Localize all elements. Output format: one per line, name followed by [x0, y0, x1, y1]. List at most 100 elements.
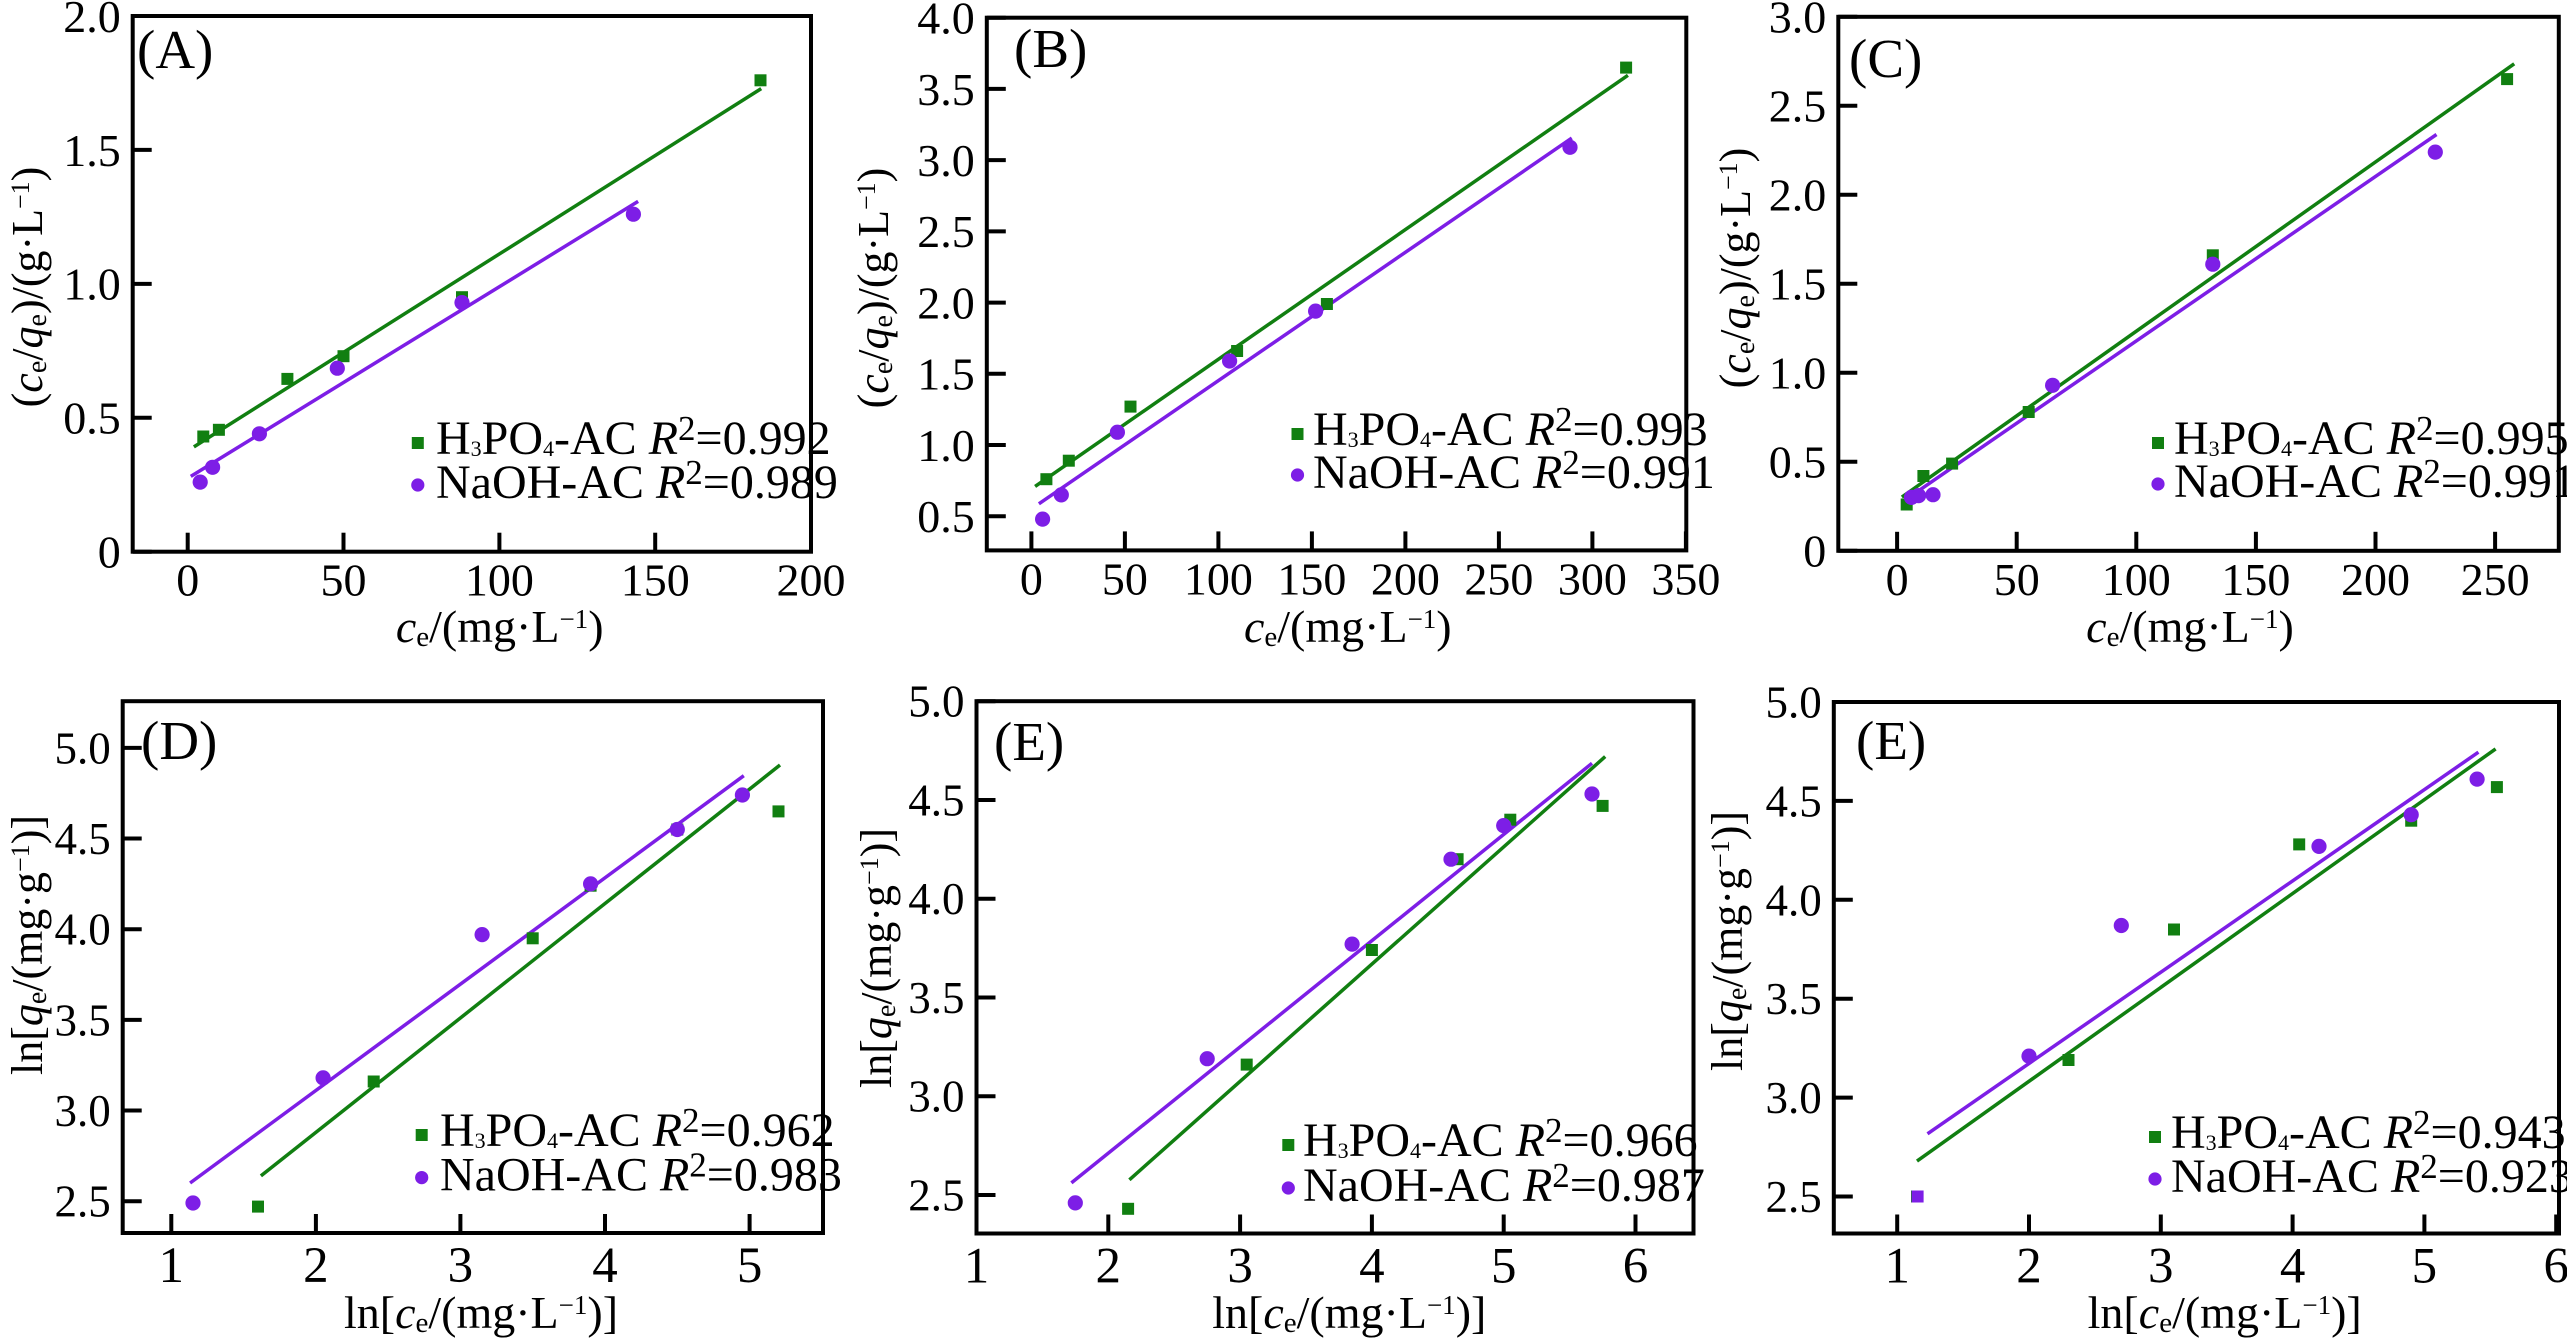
svg-text:(D): (D)	[141, 710, 217, 771]
svg-text:5: 5	[737, 1238, 763, 1294]
svg-text:3.0: 3.0	[1766, 1073, 1822, 1123]
svg-text:1: 1	[964, 1239, 990, 1295]
svg-text:H3PO4-AC R2=0.962: H3PO4-AC R2=0.962	[440, 1101, 835, 1157]
svg-text:(ce/qe)/(g·L−1): (ce/qe)/(g·L−1)	[1711, 148, 1761, 389]
svg-text:1.5: 1.5	[917, 349, 975, 400]
svg-text:ln[ce/(mg·L−1)]: ln[ce/(mg·L−1)]	[2088, 1287, 2362, 1339]
svg-text:4: 4	[592, 1238, 618, 1294]
svg-text:0.5: 0.5	[1769, 437, 1827, 488]
svg-text:5: 5	[1491, 1239, 1517, 1295]
svg-text:5.0: 5.0	[54, 723, 110, 773]
svg-text:200: 200	[777, 555, 846, 606]
svg-text:0.5: 0.5	[917, 491, 975, 542]
svg-text:H3PO4-AC R2=0.943: H3PO4-AC R2=0.943	[2171, 1103, 2566, 1159]
svg-text:H3PO4-AC R2=0.993: H3PO4-AC R2=0.993	[1313, 400, 1708, 456]
svg-text:1: 1	[159, 1238, 185, 1294]
svg-text:NaOH-AC R2=0.987: NaOH-AC R2=0.987	[1303, 1156, 1705, 1212]
svg-text:NaOH-AC R2=0.991: NaOH-AC R2=0.991	[1313, 443, 1715, 499]
svg-text:1.0: 1.0	[1769, 348, 1827, 399]
svg-text:4.0: 4.0	[54, 905, 110, 955]
svg-text:4: 4	[1359, 1239, 1385, 1295]
svg-text:NaOH-AC R2=0.991: NaOH-AC R2=0.991	[2174, 452, 2567, 508]
svg-text:3.5: 3.5	[908, 973, 964, 1023]
svg-text:100: 100	[1184, 553, 1253, 604]
svg-text:4.0: 4.0	[1766, 875, 1822, 925]
svg-text:ce/(mg·L−1): ce/(mg·L−1)	[1244, 601, 1452, 653]
svg-text:6: 6	[2543, 1239, 2567, 1295]
svg-text:NaOH-AC R2=0.923: NaOH-AC R2=0.923	[2171, 1147, 2567, 1203]
svg-text:3: 3	[1227, 1239, 1253, 1295]
svg-text:3.0: 3.0	[908, 1072, 964, 1122]
svg-text:200: 200	[1371, 553, 1440, 604]
svg-text:ln[ce/(mg·L−1)]: ln[ce/(mg·L−1)]	[1212, 1287, 1486, 1339]
svg-text:2.0: 2.0	[917, 277, 975, 328]
svg-text:350: 350	[1651, 553, 1720, 604]
svg-text:0: 0	[1886, 554, 1909, 605]
svg-text:4: 4	[2280, 1239, 2306, 1295]
svg-text:2: 2	[303, 1238, 329, 1294]
svg-text:3.0: 3.0	[917, 135, 975, 186]
svg-text:NaOH-AC R2=0.983: NaOH-AC R2=0.983	[440, 1146, 842, 1202]
svg-text:2.5: 2.5	[1766, 1172, 1822, 1222]
svg-text:2.0: 2.0	[1769, 170, 1827, 221]
svg-text:3.0: 3.0	[1769, 0, 1827, 43]
svg-text:ce/(mg·L−1): ce/(mg·L−1)	[396, 601, 604, 653]
svg-text:1: 1	[1884, 1239, 1910, 1295]
svg-text:3.5: 3.5	[54, 995, 110, 1045]
svg-text:5: 5	[2412, 1239, 2438, 1295]
svg-text:3.5: 3.5	[917, 64, 975, 115]
svg-text:150: 150	[1277, 553, 1346, 604]
svg-text:(ce/qe)/(g·L−1): (ce/qe)/(g·L−1)	[849, 168, 899, 409]
svg-text:2: 2	[2016, 1239, 2042, 1295]
svg-text:ln[qe/(mg·g−1)]: ln[qe/(mg·g−1)]	[852, 828, 902, 1088]
svg-text:4.0: 4.0	[908, 874, 964, 924]
svg-text:ln[ce/(mg·L−1)]: ln[ce/(mg·L−1)]	[344, 1287, 618, 1339]
svg-text:100: 100	[2102, 554, 2171, 605]
svg-text:1.0: 1.0	[917, 420, 975, 471]
svg-text:0: 0	[1803, 526, 1826, 577]
svg-text:250: 250	[1464, 553, 1533, 604]
svg-text:6: 6	[1623, 1239, 1649, 1295]
svg-text:3.0: 3.0	[54, 1086, 110, 1136]
svg-text:150: 150	[621, 555, 690, 606]
svg-text:3.5: 3.5	[1766, 974, 1822, 1024]
svg-text:5.0: 5.0	[908, 677, 964, 727]
svg-text:300: 300	[1558, 553, 1627, 604]
svg-text:ln[qe/(mg·g−1)]: ln[qe/(mg·g−1)]	[3, 815, 53, 1075]
svg-text:50: 50	[321, 555, 367, 606]
svg-text:3: 3	[2148, 1239, 2174, 1295]
svg-text:2.5: 2.5	[917, 206, 975, 257]
svg-text:ce/(mg·L−1): ce/(mg·L−1)	[2086, 601, 2294, 653]
svg-text:H3PO4-AC R2=0.995: H3PO4-AC R2=0.995	[2174, 409, 2567, 465]
svg-text:4.5: 4.5	[908, 776, 964, 826]
svg-text:4.0: 4.0	[917, 0, 975, 44]
svg-text:0: 0	[1020, 553, 1043, 604]
svg-text:2.5: 2.5	[1769, 81, 1827, 132]
svg-text:4.5: 4.5	[1766, 776, 1822, 826]
svg-text:ln[qe/(mg·g−1)]: ln[qe/(mg·g−1)]	[1703, 811, 1753, 1071]
svg-text:0.5: 0.5	[63, 393, 121, 444]
svg-text:(A): (A)	[137, 19, 213, 80]
svg-text:(C): (C)	[1849, 28, 1922, 89]
svg-text:H3PO4-AC R2=0.992: H3PO4-AC R2=0.992	[436, 409, 831, 465]
svg-text:1.0: 1.0	[63, 259, 121, 310]
svg-text:200: 200	[2341, 554, 2410, 605]
svg-text:1.5: 1.5	[63, 125, 121, 176]
svg-text:100: 100	[465, 555, 534, 606]
svg-text:2: 2	[1096, 1239, 1122, 1295]
svg-text:50: 50	[1102, 553, 1148, 604]
svg-text:2.5: 2.5	[908, 1171, 964, 1221]
svg-text:(E): (E)	[994, 711, 1064, 772]
svg-text:2.5: 2.5	[54, 1177, 110, 1227]
svg-text:NaOH-AC R2=0.989: NaOH-AC R2=0.989	[436, 453, 838, 509]
svg-text:(ce/qe)/(g·L−1): (ce/qe)/(g·L−1)	[3, 167, 53, 408]
svg-text:(E): (E)	[1856, 710, 1926, 771]
svg-text:4.5: 4.5	[54, 814, 110, 864]
svg-text:(B): (B)	[1014, 18, 1087, 79]
svg-text:250: 250	[2461, 554, 2530, 605]
svg-text:3: 3	[448, 1238, 474, 1294]
svg-text:0: 0	[176, 555, 199, 606]
svg-text:2.0: 2.0	[63, 0, 121, 42]
svg-text:H3PO4-AC R2=0.966: H3PO4-AC R2=0.966	[1303, 1111, 1698, 1167]
svg-text:5.0: 5.0	[1766, 678, 1822, 728]
